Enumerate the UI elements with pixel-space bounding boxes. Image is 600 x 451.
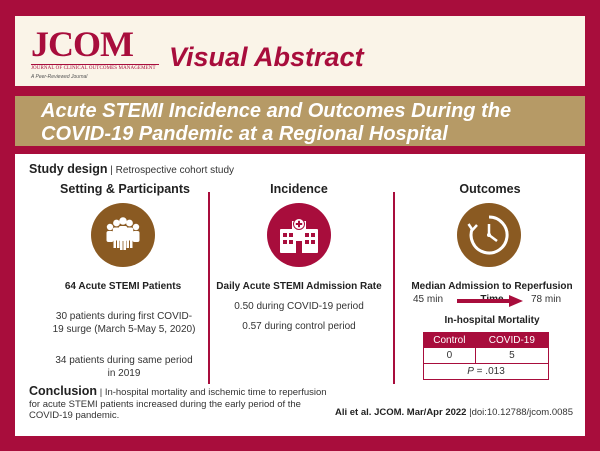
arrow-right-icon xyxy=(457,295,523,307)
clock-icon xyxy=(457,203,521,267)
study-design: Study design | Retrospective cohort stud… xyxy=(29,162,234,176)
outcomes-heading: Outcomes xyxy=(459,182,521,196)
incidence-covid-rate: 0.50 during COVID-19 period xyxy=(234,301,364,312)
mortality-header-row: Control COVID-19 xyxy=(423,332,550,348)
setting-count: 64 Acute STEMI Patients xyxy=(64,281,182,292)
logo-subtitle: JOURNAL OF CLINICAL OUTCOMES MANAGEMENT xyxy=(31,66,156,71)
mortality-p-row: P = .013 xyxy=(423,363,549,380)
setting-column: Setting & Participants xyxy=(51,182,199,196)
people-group-icon xyxy=(91,203,155,267)
outcomes-column: Outcomes xyxy=(407,182,573,196)
incidence-heading: Incidence xyxy=(270,182,328,196)
setting-heading: Setting & Participants xyxy=(60,182,190,196)
study-design-value: Retrospective cohort study xyxy=(115,165,235,176)
content-panel: Study design | Retrospective cohort stud… xyxy=(15,154,585,436)
mortality-table: Control COVID-19 0 5 P = .013 xyxy=(423,332,550,380)
mortality-value-covid: 5 xyxy=(474,347,550,364)
mortality-value-row: 0 5 xyxy=(423,347,550,364)
title-banner: Acute STEMI Incidence and Outcomes Durin… xyxy=(15,96,585,146)
incidence-column: Incidence xyxy=(219,182,379,196)
setting-group1: 30 patients during first COVID-19 surge … xyxy=(52,311,196,335)
mortality-header-control: Control xyxy=(423,332,476,348)
citation-authors: Ali et al. JCOM. Mar/Apr 2022 xyxy=(335,407,467,418)
conclusion-separator: | xyxy=(99,387,105,398)
reperfusion-time-change: 45 min 78 min xyxy=(411,294,571,308)
article-title: Acute STEMI Incidence and Outcomes Durin… xyxy=(41,100,512,145)
incidence-control-rate: 0.57 during control period xyxy=(242,321,356,332)
conclusion-label: Conclusion xyxy=(29,384,98,398)
mortality-header-covid: COVID-19 xyxy=(474,332,550,348)
setting-group2: 34 patients during same period in 2019 xyxy=(55,355,193,379)
column-divider-2 xyxy=(393,192,395,384)
hospital-icon xyxy=(267,203,331,267)
conclusion: Conclusion | In-hospital mortality and i… xyxy=(29,384,329,422)
study-design-separator: | xyxy=(110,165,116,176)
reperfusion-time-from: 45 min xyxy=(413,294,444,305)
mortality-heading: In-hospital Mortality xyxy=(444,315,540,326)
column-divider-1 xyxy=(208,192,210,384)
study-design-label: Study design xyxy=(29,162,108,176)
incidence-metric: Daily Acute STEMI Admission Rate xyxy=(216,281,382,292)
citation-doi[interactable]: doi:10.12788/jcom.0085 xyxy=(471,407,573,418)
citation: Ali et al. JCOM. Mar/Apr 2022 |doi:10.12… xyxy=(335,407,573,418)
visual-abstract-title: Visual Abstract xyxy=(169,42,364,72)
citation-separator: | xyxy=(469,407,472,418)
mortality-p-value: P = .013 xyxy=(423,363,549,380)
logo-wordmark: JCOM xyxy=(31,24,134,64)
conclusion-text: In-hospital mortality and ischemic time … xyxy=(29,387,327,421)
reperfusion-time-to: 78 min xyxy=(531,294,562,305)
jcom-logo: JCOM JOURNAL OF CLINICAL OUTCOMES MANAGE… xyxy=(31,24,161,80)
logo-tagline: A Peer-Reviewed Journal xyxy=(31,74,88,80)
logo-rule xyxy=(31,64,159,65)
p-symbol: P xyxy=(467,366,474,377)
mortality-value-control: 0 xyxy=(423,347,476,364)
p-value: = .013 xyxy=(473,366,505,377)
header: JCOM JOURNAL OF CLINICAL OUTCOMES MANAGE… xyxy=(15,16,585,86)
